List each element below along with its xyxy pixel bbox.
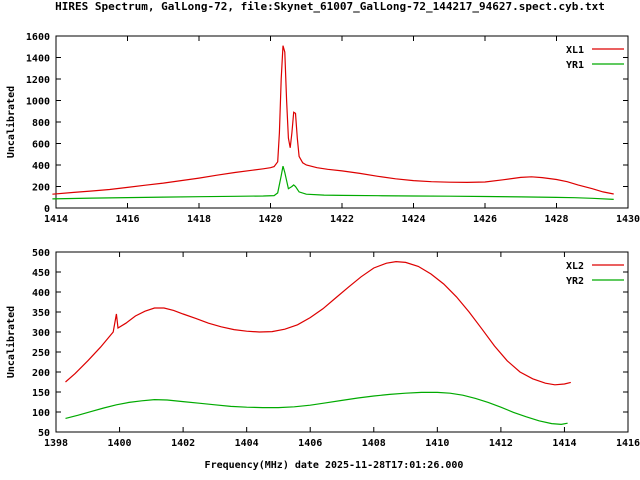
y-tick-label: 200: [32, 183, 50, 194]
x-tick-label: 1430: [616, 214, 640, 225]
y-tick-label: 450: [32, 268, 50, 279]
y-tick-label: 1400: [26, 54, 50, 65]
y-tick-label: 350: [32, 308, 50, 319]
y-tick-label: 300: [32, 328, 50, 339]
y-tick-label: 1200: [26, 75, 50, 86]
series-line-XL2: [65, 260, 571, 386]
y-tick-label: 400: [32, 288, 50, 299]
series-line-YR2: [65, 391, 568, 426]
x-tick-label: 1420: [258, 214, 282, 225]
x-tick-label: 1412: [489, 438, 513, 449]
plot-border: [55, 251, 629, 433]
y-tick-label: 600: [32, 140, 50, 151]
y-tick-label: 100: [32, 408, 50, 419]
y-tick-label: 0: [44, 204, 50, 215]
x-tick-label: 1402: [171, 438, 195, 449]
legend-label-YR1: YR1: [566, 60, 584, 71]
x-tick-label: 1400: [108, 438, 132, 449]
x-tick-label: 1418: [187, 214, 211, 225]
spectrum-chart-bottom: 1398 1400 1402 1404 1406 1408 1410 1412 1414 1416…: [5, 248, 640, 449]
y-tick-label: 1000: [26, 97, 50, 108]
y-tick-label: 400: [32, 161, 50, 172]
x-tick-label: 1398: [44, 438, 68, 449]
x-tick-label: 1404: [235, 438, 259, 449]
y-tick-label: 250: [32, 348, 50, 359]
x-tick-label: 1406: [298, 438, 322, 449]
x-tick-label: 1408: [362, 438, 386, 449]
x-tick-label: 1414: [552, 438, 576, 449]
y-axis-title: Uncalibrated: [5, 306, 17, 378]
spectrum-chart-top: 1414 1416 1418 1420 1422 1424 1426 1428 1430 0 200…: [5, 32, 640, 225]
x-tick-label: 1410: [425, 438, 449, 449]
x-tick-label: 1416: [616, 438, 640, 449]
y-tick-label: 50: [38, 428, 50, 439]
y-tick-label: 800: [32, 118, 50, 129]
x-tick-label: 1428: [544, 214, 568, 225]
x-tick-label: 1414: [44, 214, 68, 225]
x-tick-label: 1424: [401, 214, 425, 225]
y-tick-label: 200: [32, 368, 50, 379]
x-axis-label: Frequency(MHz) date 2025-11-28T17:01:26.…: [204, 460, 464, 471]
chart-title: HIRES Spectrum, GalLong-72, file:Skynet_…: [55, 0, 605, 13]
series-line-XL1: [52, 45, 614, 195]
legend-label-XL1: XL1: [566, 45, 584, 56]
x-tick-label: 1416: [115, 214, 139, 225]
x-tick-label: 1426: [473, 214, 497, 225]
y-axis-title: Uncalibrated: [5, 86, 17, 158]
y-tick-label: 1600: [26, 32, 50, 43]
legend-label-XL2: XL2: [566, 261, 584, 272]
plot-border: [55, 35, 629, 209]
y-tick-label: 500: [32, 248, 50, 259]
series-line-YR1: [52, 165, 614, 200]
legend-label-YR2: YR2: [566, 276, 584, 287]
x-tick-label: 1422: [330, 214, 354, 225]
y-tick-label: 150: [32, 388, 50, 399]
